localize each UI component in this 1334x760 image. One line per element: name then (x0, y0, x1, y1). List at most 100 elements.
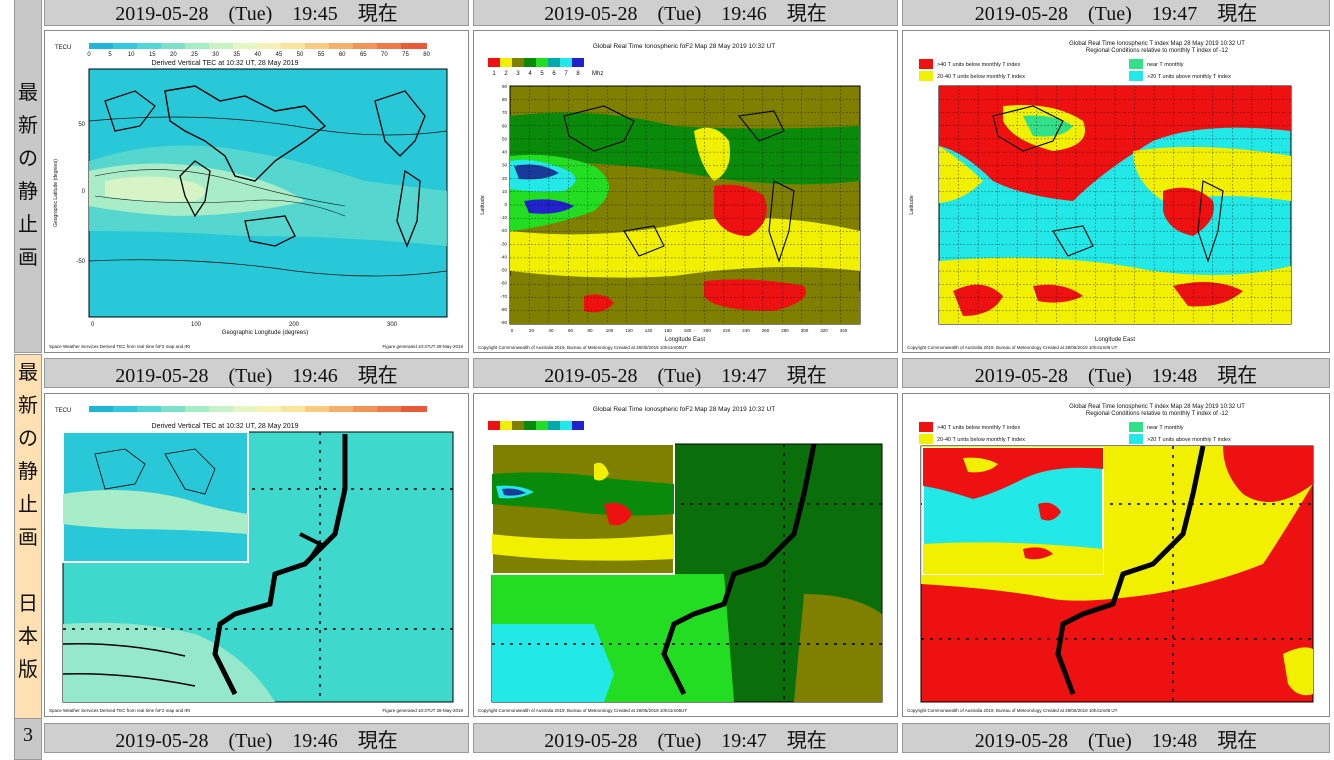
svg-text:>20 T units above monthly T in: >20 T units above monthly T index (1147, 74, 1231, 80)
fof2-ytick: 40 (502, 150, 508, 155)
tec-scale-tick: 55 (318, 52, 325, 58)
fof2-ytick: -30 (500, 241, 507, 246)
side-label-char: 新 (18, 115, 38, 137)
legend-yellow-swatch (919, 71, 933, 81)
fof2-ytick: -20 (500, 228, 507, 233)
tindex-gridlines (939, 86, 1291, 324)
svg-text:Global Real Time Ionospheric T: Global Real Time Ionospheric T index Map… (1069, 404, 1245, 410)
tec-japan-map-image[interactable]: TECU Derived Vertical TEC at 10:32 UT, 2… (44, 393, 469, 717)
side-label-char: 画 (18, 247, 38, 269)
fof2-xtick: 280 (781, 328, 789, 333)
side-label-char: 最 (18, 82, 38, 104)
fof2-gridlines (510, 86, 860, 324)
side-label-char: の (18, 428, 38, 450)
fof2-xtick: 80 (587, 328, 593, 333)
row1-side-label: 最新の静止画 (14, 0, 42, 353)
tec-scale-tick: 40 (254, 52, 261, 58)
side-label-char: 止 (18, 494, 38, 516)
svg-text:>40 T units below monthly T in: >40 T units below monthly T index (937, 425, 1020, 431)
timestamp-header: 2019-05-28 (Tue) 19:47 現在 (473, 723, 898, 753)
side-label-char: 静 (18, 181, 38, 203)
timestamp-header: 2019-05-28 (Tue) 19:48 現在 (902, 723, 1330, 753)
svg-text:Figure generated 10:37UT 28-Ma: Figure generated 10:37UT 28-May-2019 (383, 344, 464, 349)
fof2-ytick: 70 (502, 110, 508, 115)
fof2-xtick: 180 (684, 328, 692, 333)
fof2-ytick: 20 (502, 176, 508, 181)
svg-text:near T monthly: near T monthly (1147, 62, 1184, 68)
tindex-japan-map-image[interactable]: Global Real Time Ionospheric T index Map… (902, 393, 1330, 717)
fof2-map-title: Global Real Time Ionospheric foF2 Map 28… (593, 43, 775, 50)
tec-scale-tick: 5 (108, 52, 112, 58)
svg-text:Derived Vertical TEC at 10:32: Derived Vertical TEC at 10:32 UT, 28 May… (152, 423, 299, 430)
fof2-xtick: 220 (723, 328, 731, 333)
svg-text:Copyright Commonwealth of Aust: Copyright Commonwealth of Australia 2019… (907, 708, 1118, 713)
tindex-map-image[interactable]: Global Real Time Ionospheric T index Map… (902, 30, 1330, 353)
fof2-scale-unit: Mhz (592, 71, 603, 77)
tec-scale-tick: 70 (381, 52, 388, 58)
fof2-xtick: 20 (529, 328, 535, 333)
svg-text:50: 50 (78, 122, 85, 128)
tec-unit-label: TECU (55, 45, 71, 51)
fof2-xtick: 140 (645, 328, 653, 333)
fof2-xtick: 0 (511, 328, 514, 333)
tec-scale-tick: 30 (212, 52, 219, 58)
tec-scale-tick: 20 (170, 52, 177, 58)
fof2-map-image[interactable]: Global Real Time Ionospheric foF2 Map 28… (473, 30, 898, 353)
fof2-ytick: 90 (502, 84, 508, 89)
svg-text:>20 T units above monthly T in: >20 T units above monthly T index (1147, 437, 1231, 443)
fof2-ytick: 50 (502, 136, 508, 141)
fof2-scale-tick: 4 (528, 71, 532, 77)
tec-scale-tick: 25 (191, 52, 198, 58)
fof2-xtick: 320 (820, 328, 828, 333)
timestamp-header: 2019-05-28 (Tue) 19:47 現在 (473, 358, 898, 388)
svg-text:Figure generated 10:37UT 28-Ma: Figure generated 10:37UT 28-May-2019 (383, 708, 464, 713)
legend-red-swatch (919, 59, 933, 69)
svg-text:200: 200 (289, 322, 300, 328)
legend-cyan-swatch (1129, 71, 1143, 81)
svg-text:>40 T units below monthly T in: >40 T units below monthly T index (937, 62, 1020, 68)
fof2-scale-tick: 6 (552, 71, 556, 77)
tec-map-image[interactable]: TECU 0 5 10 15 20 25 30 35 40 45 50 55 60 65 70 75 80 De… (44, 30, 469, 353)
side-label-char: 最 (18, 362, 38, 384)
fof2-japan-map-image[interactable]: Global Real Time Ionospheric foF2 Map 28… (473, 393, 898, 717)
row2-side-label: 最新の静止画日本版 (14, 354, 42, 719)
side-label-char: 版 (18, 659, 38, 681)
fof2-ytick: 10 (502, 189, 508, 194)
fof2-xtick: 120 (625, 328, 633, 333)
tec-ylabel: Geographic Latitude (degrees) (53, 159, 59, 227)
tec-scale-tick: 65 (360, 52, 367, 58)
svg-text:100: 100 (191, 322, 202, 328)
tec-scale-tick: 50 (297, 52, 304, 58)
fof2-xtick: 300 (801, 328, 809, 333)
tec-scale-tick: 15 (149, 52, 156, 58)
svg-text:0: 0 (82, 189, 86, 195)
svg-text:20-40 T units below monthly T: 20-40 T units below monthly T index (937, 74, 1025, 80)
fof2-scale-tick: 5 (540, 71, 544, 77)
fof2-ytick: 80 (502, 97, 508, 102)
fof2-ytick: 0 (504, 202, 507, 207)
tec-scale-tick: 0 (87, 52, 91, 58)
fof2-scale-tick: 8 (576, 71, 580, 77)
svg-text:300: 300 (387, 322, 398, 328)
svg-text:Space Weather Services Derived: Space Weather Services Derived TEC from … (49, 344, 190, 349)
svg-text:Longitude East: Longitude East (665, 337, 705, 343)
timestamp-header: 2019-05-28 (Tue) 19:46 現在 (44, 358, 469, 388)
row3-side-label: 3 (14, 718, 42, 760)
fof2-xtick: 160 (664, 328, 672, 333)
fof2-ytick: 60 (502, 123, 508, 128)
fof2-ytick: -60 (500, 281, 507, 286)
svg-text:Regional Conditions relative t: Regional Conditions relative to monthly … (1086, 48, 1229, 54)
svg-text:Space Weather Services Derived: Space Weather Services Derived TEC from … (49, 708, 190, 713)
svg-text:Global Real Time Ionospheric f: Global Real Time Ionospheric foF2 Map 28… (593, 406, 775, 413)
tec-scale-tick: 80 (423, 52, 430, 58)
fof2-ytick: -90 (500, 320, 507, 325)
fof2-ytick: -80 (500, 307, 507, 312)
timestamp-header: 2019-05-28 (Tue) 19:46 現在 (44, 723, 469, 753)
side-label-char: 画 (18, 527, 38, 549)
svg-text:Regional Conditions relative t: Regional Conditions relative to monthly … (1086, 411, 1229, 417)
timestamp-header: 2019-05-28 (Tue) 19:47 現在 (902, 0, 1330, 26)
fof2-ytick: -70 (500, 294, 507, 299)
tec-scale-tick: 10 (128, 52, 135, 58)
svg-text:Latitude: Latitude (909, 195, 915, 215)
